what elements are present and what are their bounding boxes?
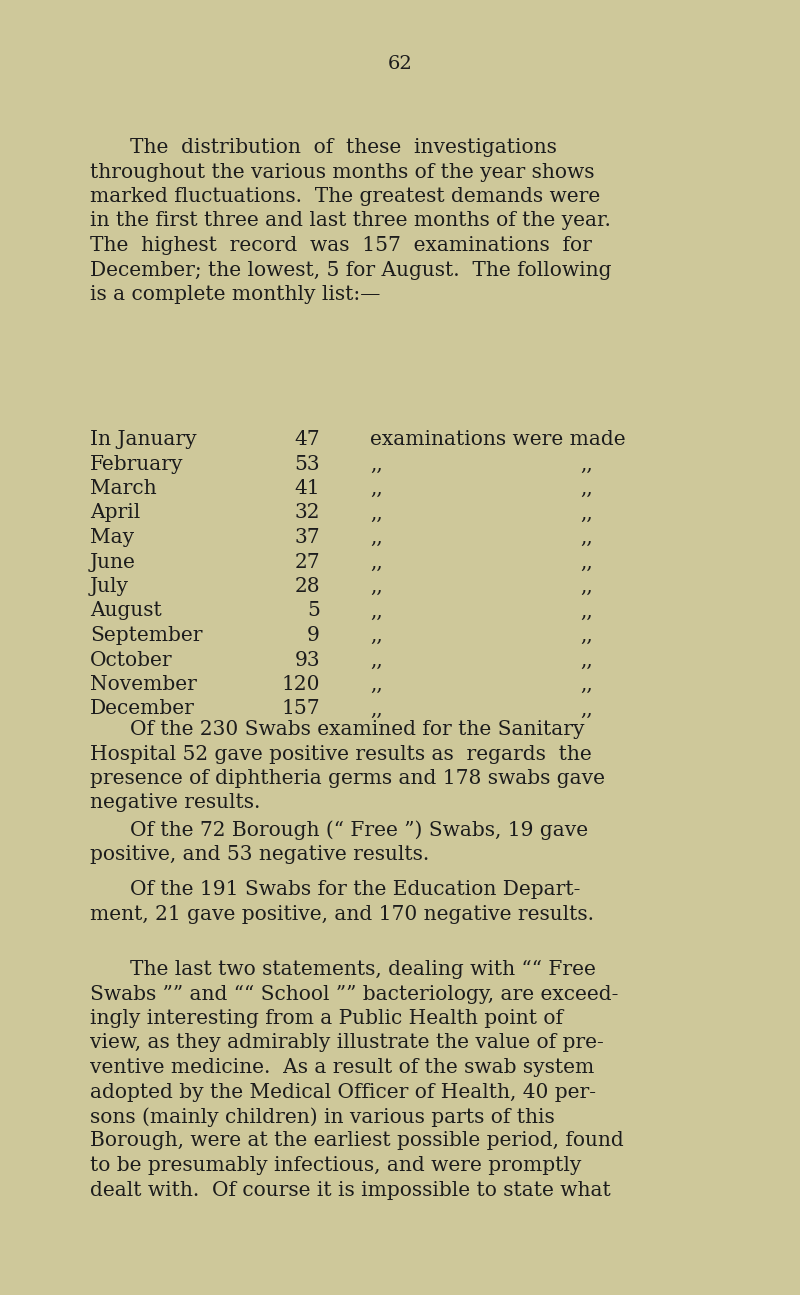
Text: December: December [90,699,195,719]
Text: April: April [90,504,140,522]
Text: adopted by the Medical Officer of Health, 40 per-: adopted by the Medical Officer of Health… [90,1083,596,1102]
Text: marked fluctuations.  The greatest demands were: marked fluctuations. The greatest demand… [90,186,600,206]
Text: 93: 93 [294,650,320,670]
Text: ,,: ,, [580,553,593,571]
Text: ,,: ,, [370,528,382,546]
Text: is a complete monthly list:—: is a complete monthly list:— [90,285,380,304]
Text: in the first three and last three months of the year.: in the first three and last three months… [90,211,611,231]
Text: 62: 62 [388,54,412,73]
Text: ,,: ,, [370,601,382,620]
Text: Of the 72 Borough (“ Free ”) Swabs, 19 gave: Of the 72 Borough (“ Free ”) Swabs, 19 g… [130,820,588,839]
Text: The  distribution  of  these  investigations: The distribution of these investigations [130,139,557,157]
Text: The last two statements, dealing with ““ Free: The last two statements, dealing with ““… [130,960,596,979]
Text: ,,: ,, [370,675,382,694]
Text: November: November [90,675,197,694]
Text: ,,: ,, [370,479,382,499]
Text: examinations were made: examinations were made [370,430,626,449]
Text: 37: 37 [294,528,320,546]
Text: ,,: ,, [580,675,593,694]
Text: Hospital 52 gave positive results as  regards  the: Hospital 52 gave positive results as reg… [90,745,592,764]
Text: ,,: ,, [370,578,382,596]
Text: September: September [90,625,202,645]
Text: July: July [90,578,129,596]
Text: August: August [90,601,162,620]
Text: June: June [90,553,136,571]
Text: 41: 41 [294,479,320,499]
Text: Swabs ”” and ““ School ”” bacteriology, are exceed-: Swabs ”” and ““ School ”” bacteriology, … [90,984,618,1004]
Text: positive, and 53 negative results.: positive, and 53 negative results. [90,844,430,864]
Text: October: October [90,650,173,670]
Text: ,,: ,, [580,455,593,474]
Text: ,,: ,, [370,504,382,522]
Text: 120: 120 [282,675,320,694]
Text: 157: 157 [282,699,320,719]
Text: ,,: ,, [370,455,382,474]
Text: ment, 21 gave positive, and 170 negative results.: ment, 21 gave positive, and 170 negative… [90,904,594,923]
Text: to be presumably infectious, and were promptly: to be presumably infectious, and were pr… [90,1156,582,1175]
Text: 53: 53 [294,455,320,474]
Text: negative results.: negative results. [90,794,260,812]
Text: sons (mainly children) in various parts of this: sons (mainly children) in various parts … [90,1107,554,1127]
Text: ,,: ,, [580,479,593,499]
Text: May: May [90,528,134,546]
Text: December; the lowest, 5 for August.  The following: December; the lowest, 5 for August. The … [90,260,611,280]
Text: ventive medicine.  As a result of the swab system: ventive medicine. As a result of the swa… [90,1058,594,1077]
Text: ingly interesting from a Public Health point of: ingly interesting from a Public Health p… [90,1009,563,1028]
Text: February: February [90,455,183,474]
Text: March: March [90,479,157,499]
Text: Borough, were at the earliest possible period, found: Borough, were at the earliest possible p… [90,1132,624,1150]
Text: ,,: ,, [580,528,593,546]
Text: ,,: ,, [580,650,593,670]
Text: 47: 47 [294,430,320,449]
Text: 32: 32 [294,504,320,522]
Text: 5: 5 [307,601,320,620]
Text: ,,: ,, [370,553,382,571]
Text: ,,: ,, [580,578,593,596]
Text: ,,: ,, [580,699,593,719]
Text: ,,: ,, [580,625,593,645]
Text: view, as they admirably illustrate the value of pre-: view, as they admirably illustrate the v… [90,1033,604,1053]
Text: Of the 191 Swabs for the Education Depart-: Of the 191 Swabs for the Education Depar… [130,881,580,899]
Text: ,,: ,, [580,504,593,522]
Text: 9: 9 [307,625,320,645]
Text: The  highest  record  was  157  examinations  for: The highest record was 157 examinations … [90,236,592,255]
Text: In January: In January [90,430,197,449]
Text: 28: 28 [294,578,320,596]
Text: presence of diphtheria germs and 178 swabs gave: presence of diphtheria germs and 178 swa… [90,769,605,787]
Text: ,,: ,, [370,699,382,719]
Text: throughout the various months of the year shows: throughout the various months of the yea… [90,162,594,181]
Text: ,,: ,, [580,601,593,620]
Text: dealt with.  Of course it is impossible to state what: dealt with. Of course it is impossible t… [90,1181,610,1199]
Text: ,,: ,, [370,650,382,670]
Text: ,,: ,, [370,625,382,645]
Text: 27: 27 [294,553,320,571]
Text: Of the 230 Swabs examined for the Sanitary: Of the 230 Swabs examined for the Sanita… [130,720,585,739]
